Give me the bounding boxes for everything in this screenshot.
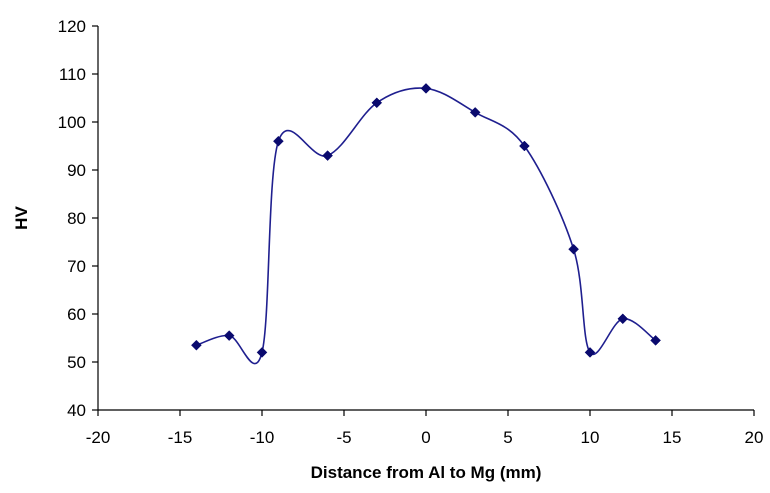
x-tick-label: 0 [421,428,430,447]
x-tick-label: -15 [168,428,193,447]
data-point [256,347,268,358]
y-tick-label: 90 [67,161,86,180]
data-point [322,150,333,161]
data-point [420,83,432,94]
data-point [191,339,202,351]
data-point [617,313,629,325]
y-tick-label: 80 [67,209,86,228]
x-tick-label: 20 [745,428,764,447]
x-tick-label: 10 [581,428,600,447]
y-tick-label: 40 [67,401,86,420]
x-tick-label: 15 [663,428,682,447]
data-point [469,107,481,118]
data-point [584,347,596,358]
y-tick-label: 50 [67,353,86,372]
y-axis-ticks: 40 50 60 70 80 90 100 110 120 [58,17,98,420]
data-point [568,243,579,255]
data-point [650,335,661,346]
x-axis-title: Distance from Al to Mg (mm) [311,463,542,482]
y-axis-title: HV [12,206,31,230]
x-axis-ticks: -20 -15 -10 -5 0 5 10 15 20 [86,410,764,447]
y-tick-label: 70 [67,257,86,276]
data-point [223,330,235,341]
series-layer [191,83,661,365]
x-tick-label: -20 [86,428,111,447]
y-tick-label: 60 [67,305,86,324]
x-tick-label: -10 [250,428,275,447]
x-tick-label: -5 [336,428,351,447]
y-tick-label: 120 [58,17,86,36]
x-tick-label: 5 [503,428,512,447]
data-point [273,135,284,147]
data-point [371,97,383,109]
y-tick-label: 100 [58,113,86,132]
data-point [519,140,530,152]
y-tick-label: 110 [59,65,86,84]
series-line [196,87,657,365]
